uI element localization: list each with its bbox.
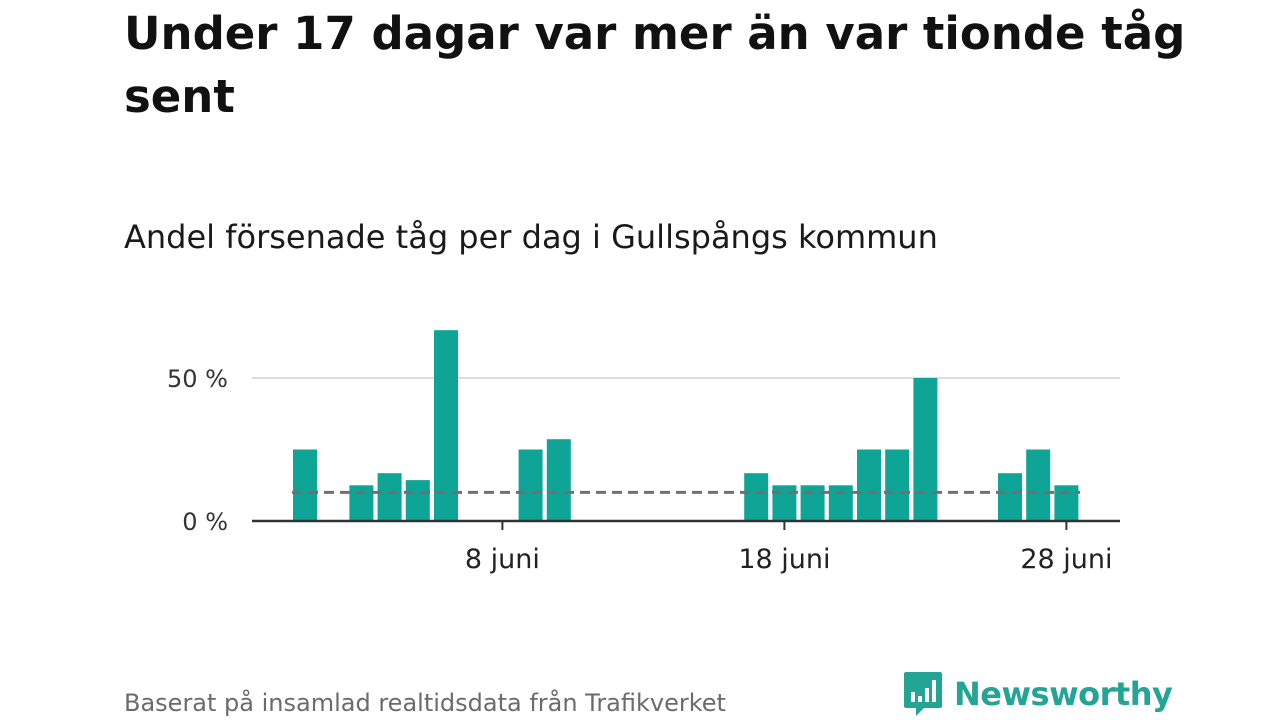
x-tick-label: 18 juni [738,544,830,575]
bar [772,485,797,522]
bar [885,449,910,521]
chart-title: Under 17 dagar var mer än var tionde tåg… [124,7,1186,123]
newsworthy-logo-icon [904,672,942,716]
bar [293,449,317,521]
x-tick-label: 28 juni [1020,544,1112,575]
bar [998,473,1022,521]
bar [518,449,543,521]
bar [800,485,825,522]
bar [434,330,458,521]
source-note: Baserat på insamlad realtidsdata från Tr… [124,689,726,717]
bar [913,378,938,521]
y-tick-label: 50 % [167,365,228,393]
bar [744,473,769,521]
bar [405,480,430,521]
bar [1054,485,1079,522]
bar [828,485,853,522]
y-tick-label: 0 % [182,508,228,536]
newsworthy-logo[interactable]: Newsworthy [902,670,1173,718]
chart-subtitle: Andel försenade tåg per dag i Gullspångs… [124,218,938,256]
axis-layer: 0 % 50 % 8 juni 18 juni 28 juni [167,365,1120,575]
bar-chart: 0 % 50 % 8 juni 18 juni 28 juni [167,330,1120,575]
bar [1026,449,1051,521]
x-tick-label: 8 juni [465,544,540,575]
bar-layer [293,330,1079,522]
bar [377,473,402,521]
logo-text: Newsworthy [954,675,1173,713]
bar [857,449,881,521]
bar [546,439,571,521]
bar [349,485,374,522]
